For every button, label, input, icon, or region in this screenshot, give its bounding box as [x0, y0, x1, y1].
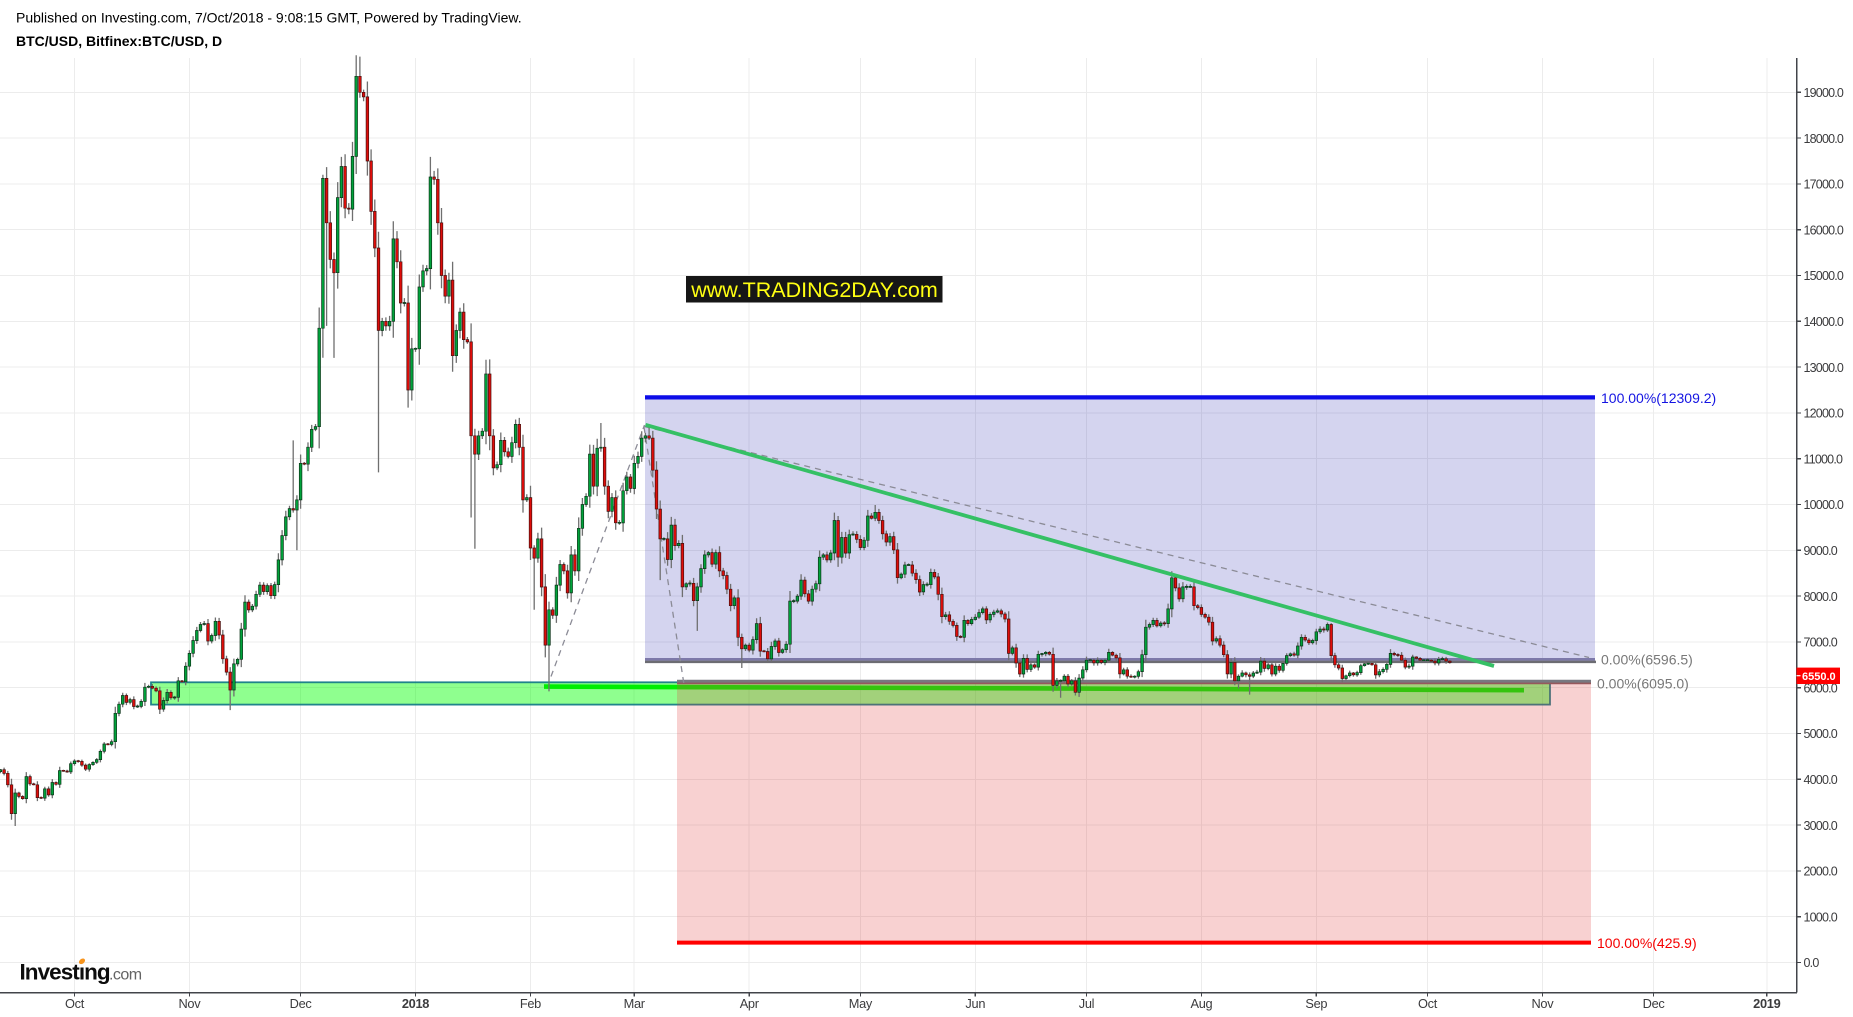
svg-text:Apr: Apr — [740, 996, 760, 1011]
svg-text:Aug: Aug — [1190, 996, 1212, 1011]
svg-text:Oct: Oct — [65, 996, 85, 1011]
svg-text:Oct: Oct — [1418, 996, 1438, 1011]
svg-text:Mar: Mar — [624, 996, 646, 1011]
svg-text:2000.0: 2000.0 — [1804, 865, 1838, 879]
svg-text:16000.0: 16000.0 — [1804, 223, 1844, 237]
svg-text:0.00%(6095.0): 0.00%(6095.0) — [1597, 676, 1689, 692]
svg-text:12000.0: 12000.0 — [1804, 407, 1844, 421]
svg-text:Feb: Feb — [520, 996, 541, 1011]
svg-text:.com: .com — [109, 967, 142, 984]
svg-text:14000.0: 14000.0 — [1804, 315, 1844, 329]
svg-text:0.0: 0.0 — [1804, 956, 1820, 970]
svg-text:6550.0: 6550.0 — [1802, 671, 1836, 683]
svg-text:1000.0: 1000.0 — [1804, 910, 1838, 924]
svg-text:Published on Investing.com, 7/: Published on Investing.com, 7/Oct/2018 -… — [16, 10, 522, 26]
svg-text:10000.0: 10000.0 — [1804, 498, 1844, 512]
svg-text:Nov: Nov — [1531, 996, 1554, 1011]
svg-text:18000.0: 18000.0 — [1804, 132, 1844, 146]
svg-text:6000.0: 6000.0 — [1804, 681, 1838, 695]
svg-text:19000.0: 19000.0 — [1804, 86, 1844, 100]
svg-text:100.00%(12309.2): 100.00%(12309.2) — [1601, 390, 1716, 406]
svg-text:Sep: Sep — [1305, 996, 1327, 1011]
svg-text:www.TRADING2DAY.com: www.TRADING2DAY.com — [690, 278, 938, 302]
svg-text:11000.0: 11000.0 — [1804, 452, 1844, 466]
svg-text:Jul: Jul — [1079, 996, 1094, 1011]
svg-text:4000.0: 4000.0 — [1804, 773, 1838, 787]
svg-text:Nov: Nov — [178, 996, 201, 1011]
svg-text:17000.0: 17000.0 — [1804, 178, 1844, 192]
svg-text:5000.0: 5000.0 — [1804, 727, 1838, 741]
svg-text:15000.0: 15000.0 — [1804, 269, 1844, 283]
svg-text:100.00%(425.9): 100.00%(425.9) — [1597, 935, 1697, 951]
svg-text:2019: 2019 — [1753, 996, 1780, 1011]
svg-text:Dec: Dec — [290, 996, 313, 1011]
svg-text:Dec: Dec — [1643, 996, 1666, 1011]
svg-text:BTC/USD, Bitfinex:BTC/USD, D: BTC/USD, Bitfinex:BTC/USD, D — [16, 33, 222, 49]
svg-text:Jun: Jun — [965, 996, 985, 1011]
svg-text:13000.0: 13000.0 — [1804, 361, 1844, 375]
svg-text:0.00%(6596.5): 0.00%(6596.5) — [1601, 652, 1693, 668]
svg-text:9000.0: 9000.0 — [1804, 544, 1838, 558]
svg-text:8000.0: 8000.0 — [1804, 590, 1838, 604]
svg-text:2018: 2018 — [402, 996, 429, 1011]
svg-text:May: May — [849, 996, 873, 1011]
svg-text:3000.0: 3000.0 — [1804, 819, 1838, 833]
svg-text:Investıng: Investıng — [20, 960, 110, 985]
svg-text:7000.0: 7000.0 — [1804, 636, 1838, 650]
